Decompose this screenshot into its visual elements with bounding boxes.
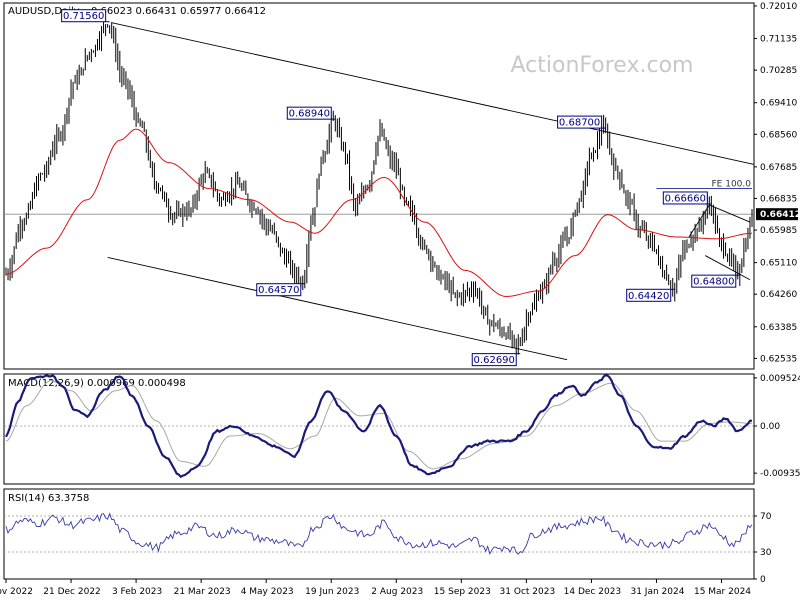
rsi-title: RSI(14) 63.3758 (8, 493, 89, 504)
macd-y-tick-label: 0.009524 (760, 374, 800, 384)
macd-signal-line (5, 380, 752, 470)
rsi-y-tick-label: 30 (760, 548, 772, 558)
annotations-layer: 0.71560 0.68940 0.64570 0.68700 0.62690 0.666… (61, 9, 740, 367)
x-tick-label: 21 Dec 2022 (43, 587, 101, 597)
x-tick-label: 2 Aug 2023 (371, 587, 423, 597)
x-tick-label: 15 Mar 2024 (694, 587, 751, 597)
moving-average-layer (5, 128, 753, 298)
macd-y-tick-label: -0.00935 (760, 469, 800, 479)
x-tick-label: 21 Mar 2023 (174, 587, 231, 597)
price-panel-frame (3, 2, 755, 370)
price-annotation-label: 0.64420 (628, 291, 669, 302)
price-annotation-box (626, 288, 672, 302)
x-tick-label: 4 May 2023 (241, 587, 294, 597)
price-annotation-box (662, 191, 708, 205)
price-y-tick-label: 0.69410 (760, 99, 797, 109)
price-annotation-box (286, 106, 332, 120)
rsi-panel-frame (3, 488, 755, 580)
trendline (709, 204, 751, 223)
price-y-tick-label: 0.66835 (760, 194, 797, 204)
fe-level-label: FE 100.0 (712, 180, 752, 190)
price-y-tick-label: 0.65985 (760, 226, 797, 236)
rsi-layer: 70 30 0 (4, 512, 772, 585)
price-y-tick-label: 0.62535 (760, 354, 797, 364)
price-y-tick-label: 0.72010 (760, 2, 797, 12)
rsi-line (5, 512, 753, 555)
trendline (111, 22, 755, 165)
price-annotation-box (256, 283, 302, 297)
trendline (107, 256, 568, 361)
current-price-label: 0.66412 (760, 210, 800, 220)
price-annotation-box (557, 115, 603, 129)
trendline (705, 255, 751, 281)
price-symbol-label: AUDUSD,Daily (8, 6, 80, 17)
price-y-tick-label: 0.67685 (760, 163, 797, 173)
x-tick-label: 31 Oct 2023 (500, 587, 556, 597)
x-tick-label: 7 Nov 2022 (0, 587, 33, 597)
price-annotation-label: 0.64570 (258, 285, 299, 296)
macd-line (5, 373, 753, 479)
price-y-tick-label: 0.71135 (760, 35, 797, 45)
price-y-tick-label: 0.70285 (760, 66, 797, 76)
price-annotation-label: 0.68940 (289, 109, 330, 120)
macd-panel-frame (3, 373, 755, 485)
x-tick-label: 31 Jan 2024 (630, 587, 684, 597)
x-tick-label: 14 Dec 2023 (564, 587, 622, 597)
watermark: ActionForex.com (511, 53, 694, 78)
price-axis: 0.72010 0.71135 0.70285 0.69410 0.68560 0.676… (4, 2, 800, 364)
price-y-tick-label: 0.68560 (760, 130, 797, 140)
price-ohlc-label: 0.66023 0.66431 0.65977 0.66412 (91, 6, 266, 17)
current-price-box (756, 208, 798, 221)
macd-y-tick-label: 0.00 (760, 422, 780, 432)
price-annotation-label: 0.62690 (474, 355, 515, 366)
rsi-y-tick-label: 70 (760, 512, 772, 522)
trendlines-layer: FE 100.0 (107, 22, 755, 361)
x-tick-label: 19 Jun 2023 (305, 587, 359, 597)
x-tick-label: 3 Feb 2023 (112, 587, 162, 597)
price-annotation-label: 0.66660 (665, 193, 706, 204)
price-y-tick-label: 0.63385 (760, 323, 797, 333)
trendline (688, 204, 710, 238)
price-y-tick-label: 0.65110 (760, 259, 797, 269)
price-y-tick-label: 0.64260 (760, 290, 797, 300)
price-annotation-box (61, 9, 107, 23)
macd-title: MACD(12,26,9) 0.000969 0.000498 (8, 378, 186, 389)
price-annotation-label: 0.71560 (63, 11, 104, 22)
rsi-y-tick-label: 0 (760, 575, 766, 585)
price-annotation-label: 0.68700 (559, 118, 600, 129)
x-tick-label: 15 Sep 2023 (434, 587, 491, 597)
moving-average-line (5, 128, 753, 298)
macd-layer: 0.009524 0.00 -0.00935 (4, 373, 800, 479)
price-annotation-box (471, 353, 517, 367)
price-annotation-label: 0.64800 (693, 277, 734, 288)
x-axis: 7 Nov 2022 21 Dec 2022 3 Feb 2023 21 Mar 20… (0, 579, 751, 597)
price-annotation-box (691, 274, 737, 288)
